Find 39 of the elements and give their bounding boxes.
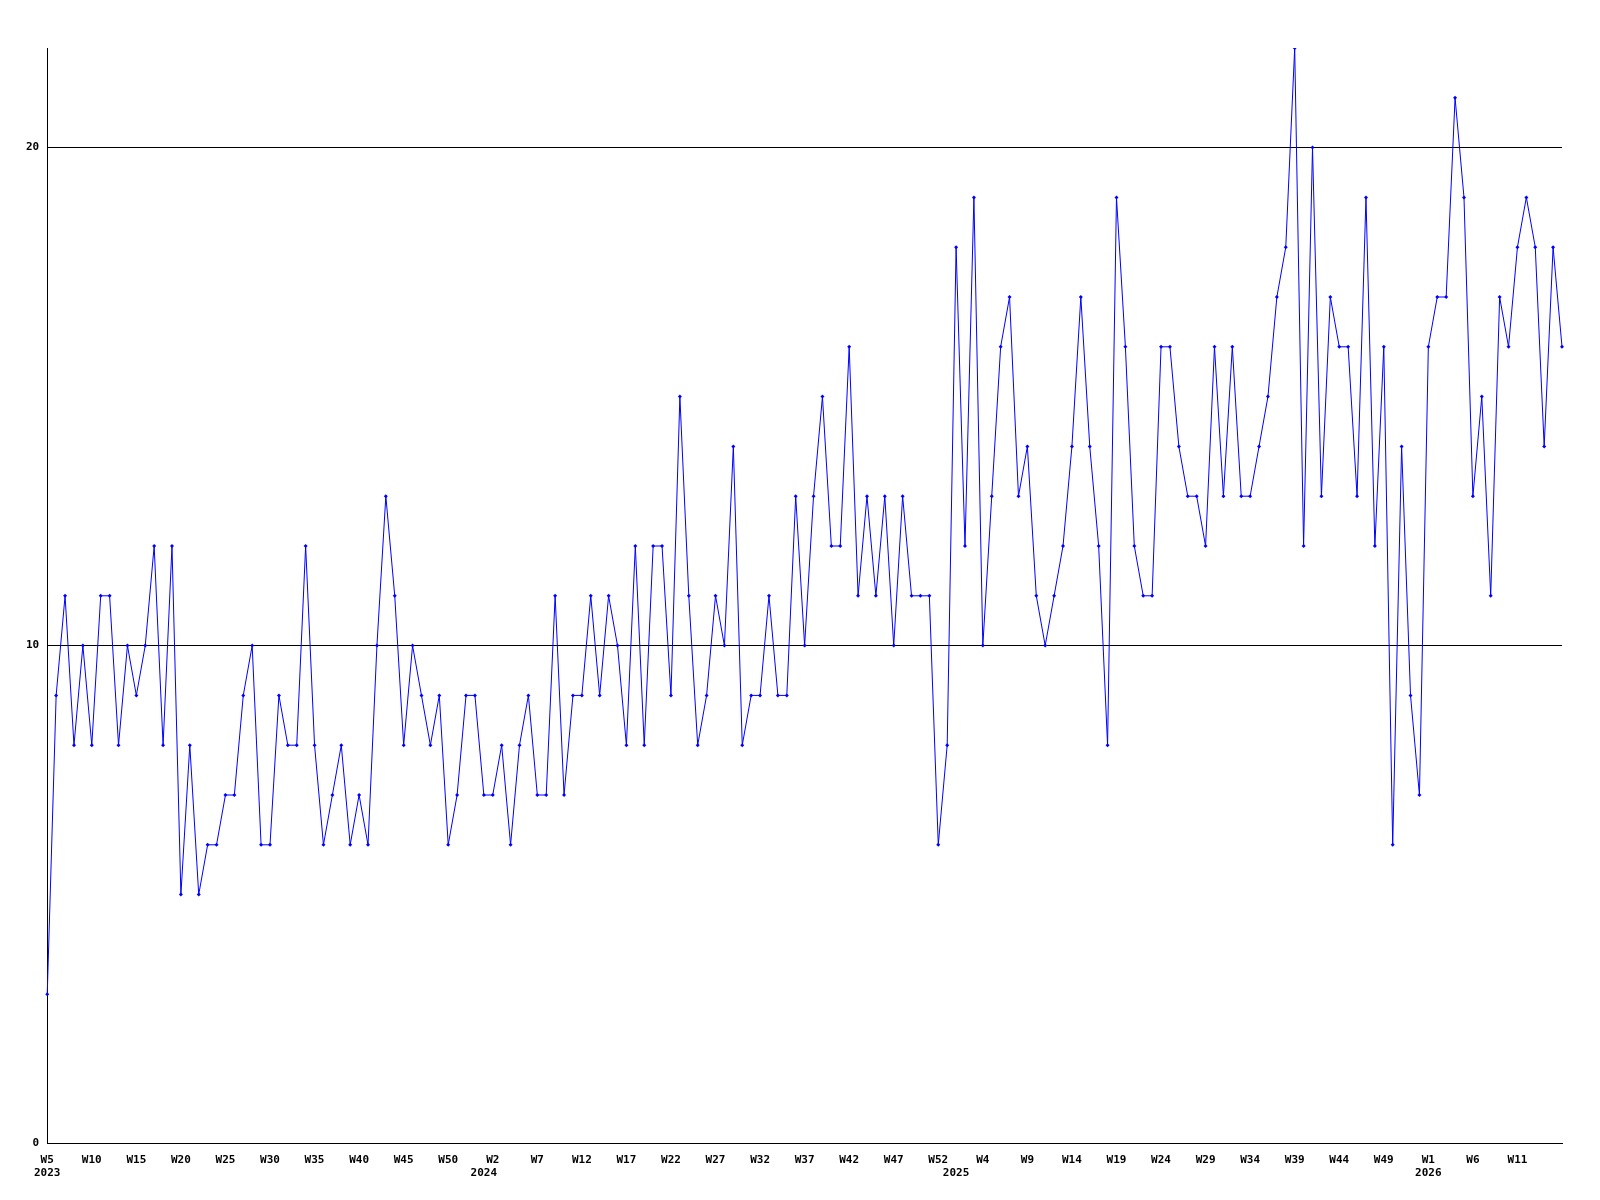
x-tick-label: W7	[530, 1153, 544, 1167]
x-tick-label: W35	[304, 1153, 325, 1167]
x-tick-label: W19	[1106, 1153, 1127, 1167]
x-tick-label: W4	[976, 1153, 990, 1167]
x-tick-label: W1 2026	[1415, 1153, 1442, 1180]
x-tick-label: W25	[215, 1153, 236, 1167]
x-tick-label: W22	[661, 1153, 681, 1167]
x-tick-label: W34	[1240, 1153, 1261, 1167]
x-tick-label: W52	[928, 1153, 949, 1167]
x-tick-label: W14	[1061, 1153, 1083, 1167]
x-tick-label: W12	[571, 1153, 592, 1167]
x-tick-label: W24	[1151, 1153, 1172, 1167]
x-tick-label: W44	[1329, 1153, 1350, 1167]
x-tick-label: 2025	[942, 1166, 970, 1180]
x-tick-label: W5 2023	[34, 1153, 61, 1180]
x-tick-label: W42	[839, 1153, 860, 1167]
x-tick-label: W20	[170, 1153, 191, 1167]
x-tick-label: W6	[1466, 1153, 1480, 1167]
y-tick-label: 10	[26, 638, 40, 652]
x-tick-label: W47	[883, 1153, 904, 1167]
x-tick-label: W10	[81, 1153, 102, 1167]
x-tick-label: W27	[705, 1153, 726, 1167]
x-tick-label: W40	[349, 1153, 370, 1167]
x-tick-label: W11	[1507, 1153, 1528, 1167]
x-tick-label: W37	[794, 1153, 815, 1167]
x-tick-label: W49	[1373, 1153, 1394, 1167]
x-tick-label: W15	[126, 1153, 147, 1167]
x-tick-label: W45	[393, 1153, 414, 1167]
x-tick-label: W30	[260, 1153, 280, 1167]
x-tick-label: W2	[486, 1153, 500, 1167]
x-tick-label: W50	[438, 1153, 459, 1167]
x-tick-label: 2024	[470, 1166, 498, 1180]
y-tick-label: 20	[26, 140, 40, 154]
x-tick-label: W32	[750, 1153, 771, 1167]
y-tick-label: 0	[32, 1136, 40, 1150]
x-tick-label: W29	[1195, 1153, 1216, 1167]
x-tick-label: W39	[1284, 1153, 1305, 1167]
x-tick-label: W9	[1020, 1153, 1035, 1167]
x-tick-label: W17	[616, 1153, 637, 1167]
